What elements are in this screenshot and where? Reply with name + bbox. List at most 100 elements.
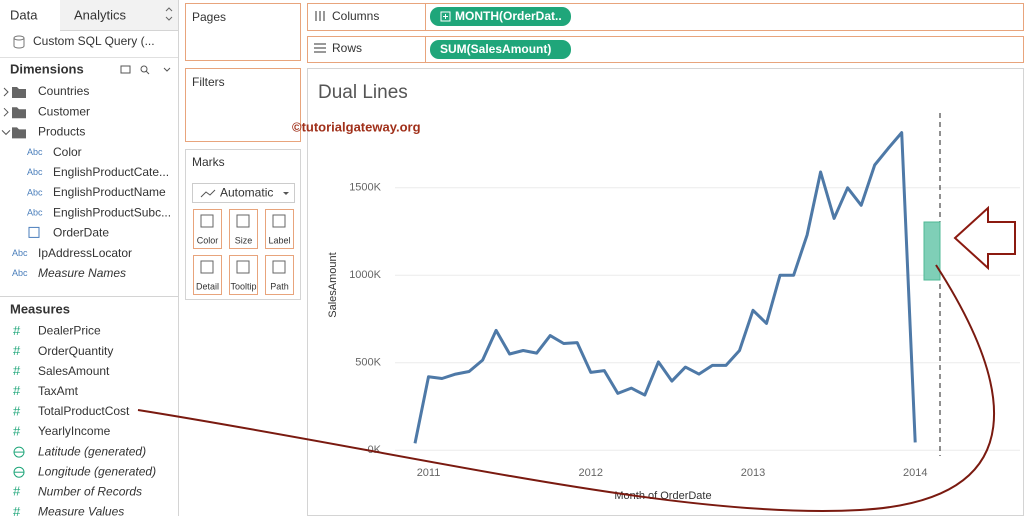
dropdown-arrow — [283, 192, 289, 195]
analytics-tab[interactable] — [60, 0, 178, 30]
pages-shelf[interactable] — [185, 3, 301, 61]
y-tick-label: 1500K — [349, 182, 381, 194]
measure-icon: # — [13, 504, 21, 516]
mark-button-label: Label — [268, 235, 290, 245]
expander — [1, 130, 11, 136]
pill-plus — [443, 14, 448, 19]
mark-type-dropdown[interactable] — [192, 183, 295, 203]
chart-title: Dual Lines — [318, 82, 408, 103]
dimension-icon: Abc — [27, 208, 43, 218]
x-tick-label: 2013 — [741, 467, 765, 479]
dimension-icon: Abc — [12, 248, 28, 258]
rows-label: Rows — [332, 41, 362, 55]
folder-icon — [12, 107, 26, 119]
measures-title: Measures — [10, 301, 70, 316]
drag-curve — [137, 264, 995, 513]
dimension-field[interactable]: Products — [38, 125, 85, 139]
measure-icon: # — [13, 403, 21, 418]
dimension-field[interactable]: EnglishProductName — [53, 185, 166, 199]
measure-field[interactable]: Latitude (generated) — [38, 444, 146, 458]
columns-label: Columns — [332, 9, 379, 23]
dimension-field[interactable]: Color — [53, 145, 82, 159]
mark-button-icon — [236, 260, 250, 274]
mark-button[interactable] — [193, 209, 222, 249]
measure-field[interactable]: DealerPrice — [38, 324, 101, 338]
x-tick-label: 2012 — [579, 467, 603, 479]
mark-button-icon — [236, 214, 250, 228]
series-line — [413, 131, 917, 444]
datasource[interactable]: Custom SQL Query (... — [33, 34, 155, 48]
measure-icon: # — [13, 343, 21, 358]
measure-field[interactable]: TaxAmt — [38, 384, 79, 398]
y-tick-label: 1000K — [349, 269, 381, 281]
arrow-annotation — [953, 205, 1016, 271]
mark-button[interactable] — [193, 255, 222, 295]
measure-icon: # — [13, 383, 21, 398]
dimension-field[interactable]: EnglishProductSubc... — [53, 205, 171, 219]
dimension-icon: Abc — [27, 147, 43, 157]
analytics-tab-label[interactable]: Analytics — [74, 7, 127, 22]
mark-button-icon — [200, 260, 214, 274]
mark-button[interactable] — [229, 255, 258, 295]
mark-type[interactable]: Automatic — [220, 186, 273, 200]
measure-field[interactable]: SalesAmount — [38, 364, 110, 378]
tab-arrows — [165, 7, 173, 21]
measure-field[interactable]: Measure Values — [38, 505, 124, 519]
mark-button-icon — [272, 260, 286, 274]
mark-button-label: Tooltip — [230, 281, 256, 291]
dimension-field[interactable]: IpAddressLocator — [38, 246, 132, 260]
x-tick-label: 2014 — [903, 467, 927, 479]
y-axis-label: SalesAmount — [327, 252, 339, 317]
y-tick-label: 500K — [355, 357, 381, 369]
marks-label: Marks — [192, 155, 225, 169]
pill-plus — [440, 11, 451, 22]
filters-shelf[interactable] — [185, 68, 301, 142]
mark-button[interactable] — [229, 209, 258, 249]
dimension-icon: Abc — [27, 187, 43, 197]
columns-icon — [315, 11, 325, 21]
dimension-field[interactable]: EnglishProductCate... — [53, 165, 169, 179]
measure-icon: # — [13, 363, 21, 378]
mark-button-label: Detail — [196, 281, 219, 291]
mark-button-label: Path — [270, 281, 289, 291]
view — [307, 68, 1024, 516]
datasource-icon — [13, 35, 25, 49]
dimension-field[interactable]: Measure Names — [38, 266, 126, 280]
mark-button-icon — [200, 214, 214, 228]
dimension-tools — [120, 65, 171, 75]
sidebar — [0, 0, 178, 516]
measure-icon: # — [13, 323, 21, 338]
mark-button[interactable] — [265, 255, 294, 295]
dimension-field[interactable]: Countries — [38, 84, 89, 98]
x-axis-label: Month of OrderDate — [614, 490, 711, 502]
measure-field[interactable]: TotalProductCost — [38, 404, 130, 418]
mark-button-icon — [272, 214, 286, 228]
measure-field[interactable]: YearlyIncome — [38, 424, 111, 438]
mark-button-label: Color — [197, 235, 219, 245]
drop-target — [923, 221, 941, 281]
dimension-field[interactable]: OrderDate — [53, 226, 109, 240]
line-icon — [200, 189, 216, 198]
measure-field[interactable]: Number of Records — [38, 484, 142, 498]
x-tick-label: 2011 — [417, 467, 441, 479]
data-tab[interactable]: Data — [10, 7, 38, 22]
columns-shelf[interactable] — [307, 3, 1024, 31]
rows-pill[interactable] — [430, 40, 571, 59]
rows-icon — [314, 43, 326, 53]
rows-pill-text[interactable]: SUM(SalesAmount) — [440, 42, 551, 56]
measure-field[interactable]: Longitude (generated) — [38, 464, 156, 478]
rows-shelf[interactable] — [307, 36, 1024, 63]
expander — [3, 87, 9, 97]
expander — [3, 107, 9, 117]
measure-field[interactable]: OrderQuantity — [38, 344, 113, 358]
columns-pill-text[interactable]: MONTH(OrderDat.. — [455, 9, 562, 23]
mark-button[interactable] — [265, 209, 294, 249]
measure-icon: # — [13, 484, 21, 499]
dimension-field[interactable]: Customer — [38, 104, 90, 118]
filters-label: Filters — [192, 75, 225, 89]
folder-icon — [12, 87, 26, 98]
columns-pill[interactable] — [430, 7, 571, 26]
dimensions-title: Dimensions — [10, 61, 84, 76]
